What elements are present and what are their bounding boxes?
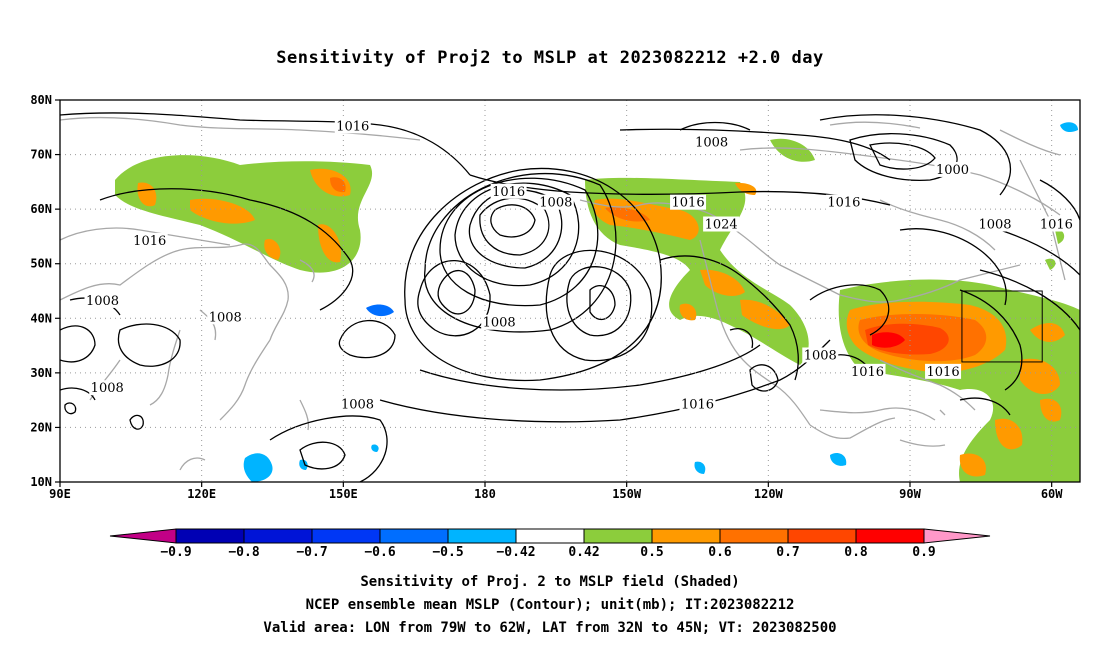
lon-tick-label: 60W [1041,487,1063,501]
contour-label: 1008 [209,310,242,325]
contour-label-bg [679,396,716,412]
colorbar-swatch [583,528,653,544]
colorbar-label: 0.9 [912,545,935,560]
colorbar-label: 0.6 [708,545,732,560]
colorbar-swatch [515,528,585,544]
contour-label-bg [537,194,574,210]
colorbar-label: 0.42 [568,545,599,560]
contour-label-bg [89,380,126,396]
contour-label: 1016 [336,119,369,134]
contour-label-bg [693,134,730,150]
caption-line-3: Valid area: LON from 79W to 62W, LAT fro… [263,620,837,636]
colorbar-swatch [243,528,313,544]
lon-tick-label: 90W [899,487,921,501]
contour-label: 1008 [539,196,572,211]
lat-tick-label: 10N [30,475,52,489]
caption-line-2: NCEP ensemble mean MSLP (Contour); unit(… [305,597,795,613]
contour-label-bg [207,309,244,325]
contour-label-bg [131,232,168,248]
lon-tick-label: 90E [49,487,71,501]
colorbar-swatch [175,528,245,544]
mslp-contours [60,112,1080,482]
lon-tick-label: 120W [754,487,784,501]
contour-label: 1008 [804,348,837,363]
colorbar-swatch [311,528,381,544]
contour-label: 1008 [86,294,119,309]
caption-line-1: Sensitivity of Proj. 2 to MSLP field (Sh… [360,574,740,590]
contour-label: 1016 [133,234,166,249]
sensitivity-shading [115,122,1080,482]
contour-label: 1016 [672,196,705,211]
colorbar-label: 0.8 [844,545,868,560]
lat-tick-label: 30N [30,366,52,380]
colorbar-swatch [651,528,721,544]
colorbar-label: −0.7 [296,545,327,560]
lon-tick-label: 180 [474,487,496,501]
contour-label-bg [802,347,839,363]
contour-label-bg [849,363,886,379]
lon-tick-label: 150E [329,487,358,501]
lat-tick-label: 70N [30,148,52,162]
contour-label-bg [84,292,121,308]
contour-label: 1008 [978,218,1011,233]
colorbar-swatch [447,528,517,544]
contour-label: 1016 [927,365,960,380]
contour-label-bg [925,363,962,379]
colorbar-swatch [379,528,449,544]
contour-label-bg [703,216,740,232]
colorbar-swatch [855,528,925,544]
contour-label-bg [334,118,371,134]
colorbar-label: −0.9 [160,545,191,560]
contour-label: 1008 [341,398,374,413]
colorbar-label: −0.6 [364,545,395,560]
contour-label-bg [339,396,376,412]
lat-tick-label: 50N [30,257,52,271]
colorbar-label: 0.5 [640,545,663,560]
contour-label: 1000 [936,163,969,178]
colorbar-swatch [787,528,857,544]
coastlines [60,116,1066,471]
lon-tick-label: 150W [612,487,642,501]
valid-area-box [961,290,1043,363]
contour-label-bg [977,216,1013,232]
contour-label-bg [825,194,862,210]
contour-label: 1016 [1040,218,1073,233]
colorbar-extend-high [923,528,991,544]
contour-label: 1016 [492,185,525,200]
contour-label: 1008 [483,316,516,331]
lat-tick-label: 20N [30,420,52,434]
lon-tick-label: 120E [187,487,216,501]
lat-tick-label: 80N [30,93,52,107]
plot-frame [59,99,1081,483]
colorbar-label: 0.7 [776,545,799,560]
colorbar-label: −0.42 [496,545,535,560]
colorbar-label: −0.8 [228,545,259,560]
colorbar-swatch [719,528,789,544]
lat-tick-label: 40N [30,311,52,325]
contour-label-bg [934,161,971,177]
contour-label: 1008 [695,136,728,151]
contour-label: 1016 [851,365,884,380]
lat-tick-label: 60N [30,202,52,216]
contour-label-bg [1038,216,1075,232]
plot-title: Sensitivity of Proj2 to MSLP at 20230822… [276,48,824,68]
colorbar-extend-low [109,528,177,544]
contour-label-bg [490,183,527,199]
valid-area-rect [961,290,1043,363]
contour-label: 1016 [827,196,860,211]
colorbar: −0.9 −0.8 −0.7 −0.6 −0.5 −0.42 0.42 0.5 0.6 0.7 0.… [109,528,991,560]
contour-label-bg [670,194,707,210]
colorbar-label: −0.5 [432,545,463,560]
contour-label: 1016 [681,398,714,413]
contour-label-bg [481,314,518,330]
contour-label: 1024 [705,218,738,233]
contour-label: 1008 [91,381,124,396]
